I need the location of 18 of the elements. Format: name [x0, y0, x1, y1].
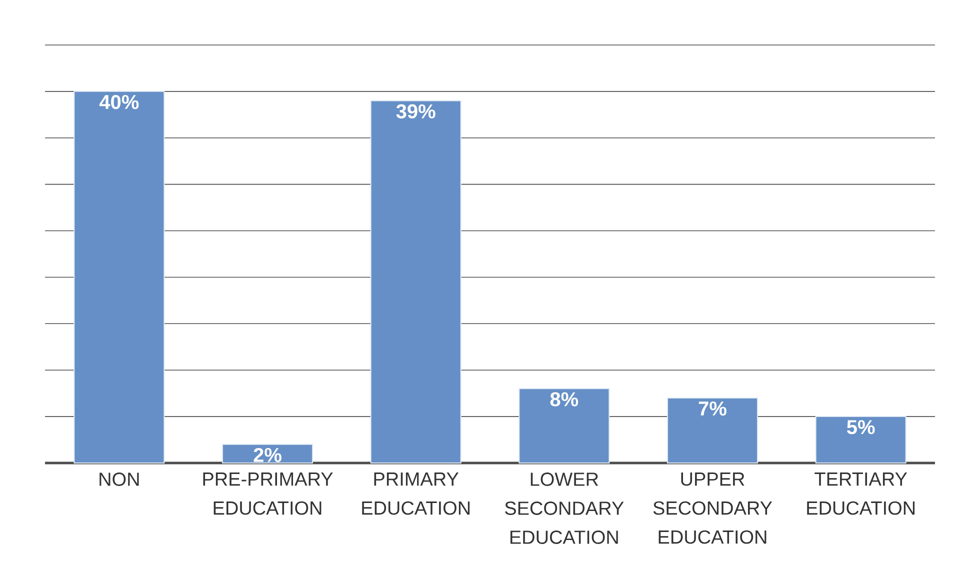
data-label: 5%: [846, 420, 875, 434]
bar: [370, 100, 462, 464]
bar: [815, 416, 906, 464]
bar: [222, 444, 314, 464]
x-tick-label: PRE-PRIMARY EDUCATION: [203, 472, 333, 515]
bar: [74, 90, 165, 464]
x-tick-label: NON: [100, 472, 139, 486]
data-label: 8%: [550, 392, 578, 406]
x-tick-label: TERTIARY EDUCATION: [807, 472, 915, 515]
x-tick-label: UPPER SECONDARY EDUCATION: [653, 472, 772, 544]
data-label: 39%: [396, 104, 436, 118]
x-tick-label: LOWER SECONDARY EDUCATION: [505, 472, 624, 544]
data-label: 7%: [698, 402, 726, 416]
data-label: 40%: [99, 94, 139, 110]
x-tick-label: PRIMARY EDUCATION: [362, 472, 470, 515]
bar: [667, 397, 758, 464]
bar: [518, 388, 610, 464]
data-label: 2%: [254, 448, 282, 462]
